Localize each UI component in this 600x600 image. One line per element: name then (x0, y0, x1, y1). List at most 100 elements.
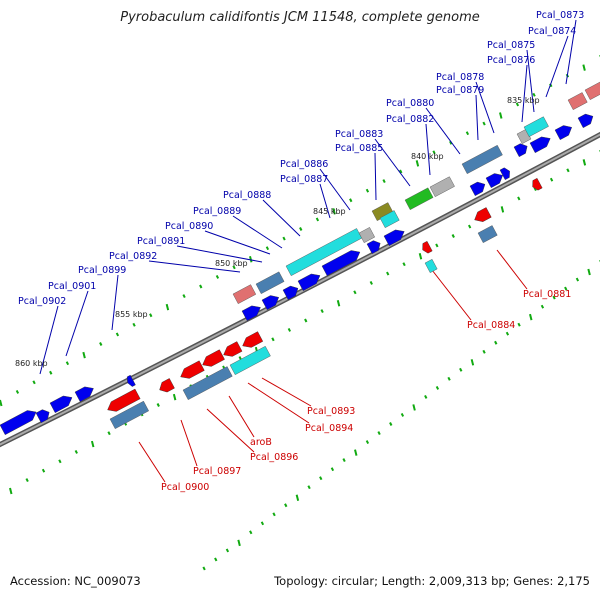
reverse-label-leader (138, 441, 166, 483)
forward-gene-label: Pcal_0899 (78, 265, 126, 276)
kbp-tick-mark (499, 112, 503, 119)
feature-bar (584, 81, 600, 100)
forward-label-leader (232, 215, 283, 249)
forward-gene-arrow (35, 409, 50, 423)
feature-bar-shape (255, 271, 285, 294)
forward-gene-arrow (554, 125, 572, 140)
forward-label-leader (65, 290, 89, 357)
reverse-gene-arrow-shape (107, 388, 141, 412)
kbp-tick-mark (32, 380, 36, 385)
kbp-tick-mark (482, 349, 486, 354)
forward-gene-arrow-shape (297, 273, 321, 291)
kbp-tick-mark (587, 268, 591, 276)
kbp-tick-mark (336, 299, 341, 307)
kbp-tick-mark (517, 322, 521, 327)
forward-gene-arrow-shape (554, 125, 572, 140)
map-title: Pyrobaculum calidifontis JCM 11548, comp… (120, 10, 480, 25)
kbp-tick-mark (386, 271, 390, 276)
forward-gene-arrow-shape (241, 305, 261, 321)
feature-bar (429, 176, 455, 197)
kbp-tick-mark (307, 485, 311, 490)
forward-gene-arrow-shape (35, 409, 50, 423)
forward-gene-arrow (261, 295, 279, 310)
forward-label-leader (565, 19, 577, 85)
kbp-tick-mark (115, 332, 120, 337)
forward-label-leader (262, 199, 301, 237)
reverse-gene-arrow (422, 240, 433, 254)
forward-gene-label: Pcal_0873 (536, 10, 584, 21)
forward-gene-arrow-shape (499, 167, 510, 180)
kbp-tick-mark (540, 304, 545, 309)
reverse-gene-arrow (202, 349, 225, 367)
forward-gene-label: Pcal_0902 (18, 296, 66, 307)
feature-bar-shape (523, 116, 549, 137)
forward-gene-arrow (321, 250, 361, 276)
reverse-gene-label: Pcal_0881 (523, 289, 571, 300)
kbp-tick-mark (564, 286, 568, 291)
kbp-tick-mark (470, 359, 475, 366)
feature-bar (182, 366, 233, 400)
forward-gene-label: Pcal_0883 (335, 129, 383, 140)
forward-gene-arrow-shape (513, 143, 528, 157)
kbp-tick-mark (295, 494, 300, 501)
reverse-label-leader (206, 408, 255, 453)
kbp-tick-mark (199, 284, 203, 289)
feature-bar-shape (358, 227, 376, 243)
forward-gene-label: Pcal_0888 (223, 190, 271, 201)
gene-labels: 835 kbp 840 kbp 845 kbp 850 kbp 855 kbp 860 k… (15, 10, 584, 493)
feature-bar (424, 258, 438, 273)
forward-label-leader (148, 260, 241, 273)
reverse-label-leader (247, 382, 310, 424)
kbp-tick-mark (149, 313, 153, 318)
kbp-tick-mark (215, 274, 220, 279)
kbp-tick-mark (451, 234, 455, 238)
forward-gene-arrow (0, 410, 37, 435)
feature-bar-shape (182, 366, 233, 400)
reverse-gene-arrow-shape (202, 349, 225, 367)
feature-bar (255, 271, 285, 294)
scale-label: 840 kbp (411, 152, 444, 161)
feature-bar-shape (232, 284, 257, 304)
reverse-gene-arrow-shape (159, 378, 175, 393)
kbp-tick-mark (156, 403, 160, 407)
feature-bar (232, 284, 257, 304)
forward-gene-arrow-shape (0, 410, 37, 435)
forward-gene-label: Pcal_0901 (48, 281, 96, 292)
feature-bar (461, 144, 503, 174)
reverse-gene-arrow-shape (126, 374, 136, 387)
feature-bar (523, 116, 549, 137)
forward-gene-label: Pcal_0891 (137, 236, 185, 247)
feature-bar (379, 210, 400, 228)
reverse-label-leader (228, 395, 255, 438)
kbp-tick-mark (552, 295, 556, 300)
kbp-tick-mark (418, 253, 423, 260)
feature-bar-shape (379, 210, 400, 228)
kbp-tick-mark (435, 243, 439, 248)
forward-label-leader (521, 64, 528, 123)
reverse-gene-arrow (180, 360, 205, 379)
feature-bar-shape (584, 81, 600, 100)
forward-gene-arrow (513, 143, 528, 157)
reverse-label-leader (261, 377, 312, 407)
kbp-tick-mark (82, 351, 86, 359)
kbp-tick-mark (25, 478, 29, 483)
forward-gene-arrow-shape (49, 395, 73, 413)
kbp-tick-mark (399, 169, 403, 174)
forward-gene-arrow (469, 181, 486, 196)
forward-gene-label: Pcal_0876 (487, 55, 535, 66)
kbp-tick-mark (299, 227, 303, 231)
feature-bar (404, 187, 434, 210)
forward-gene-arrow (74, 386, 94, 402)
kbp-tick-mark (400, 413, 405, 417)
kbp-tick-mark (225, 548, 230, 553)
kbp-tick-mark (107, 431, 111, 436)
feature-bar-shape (424, 258, 438, 273)
kbp-tick-mark (517, 196, 521, 201)
kbp-tick-mark (214, 557, 218, 562)
reverse-label-leader (496, 249, 528, 290)
forward-label-leader (425, 107, 461, 155)
forward-gene-arrow-shape (485, 173, 503, 188)
kbp-tick-mark (415, 160, 420, 167)
forward-gene-arrow-shape (529, 136, 551, 153)
kbp-tick-mark (447, 376, 451, 381)
